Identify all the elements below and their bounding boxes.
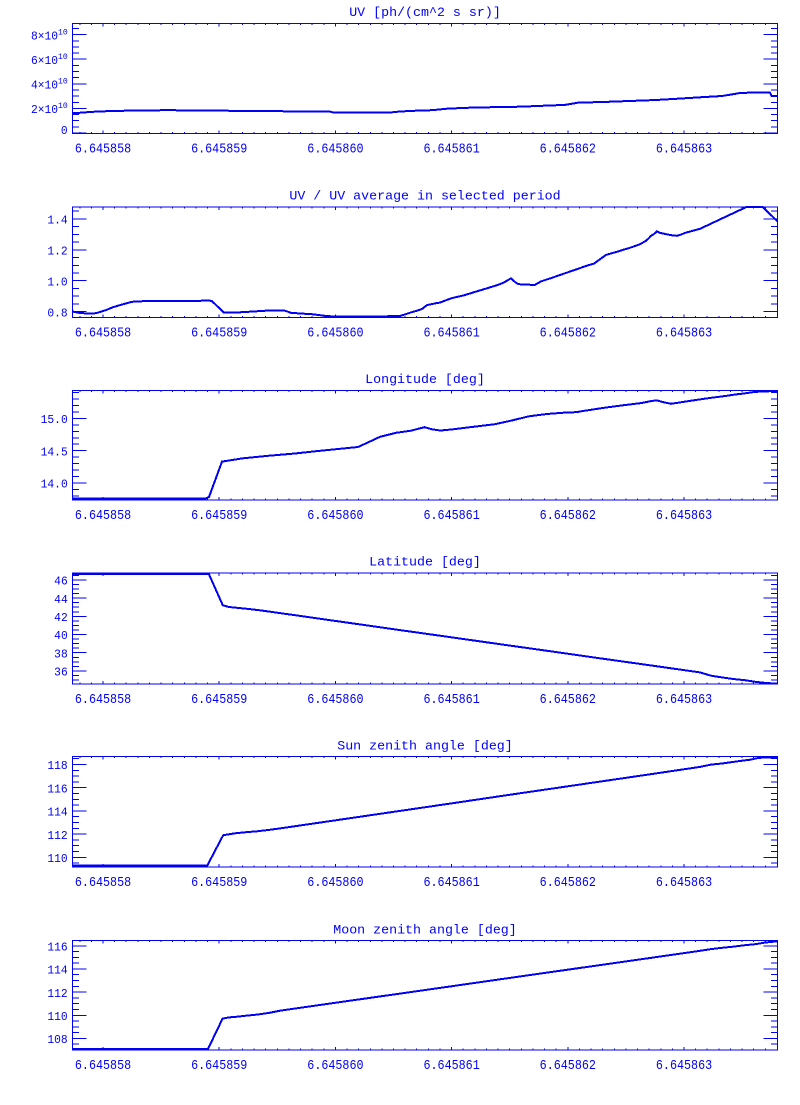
svg-text:UV [ph/(cm^2 s sr)]: UV [ph/(cm^2 s sr)] xyxy=(349,5,501,20)
svg-text:6.645858: 6.645858 xyxy=(75,1058,131,1073)
svg-text:6.645858: 6.645858 xyxy=(75,326,131,341)
svg-text:14.5: 14.5 xyxy=(41,446,68,459)
svg-text:6.645861: 6.645861 xyxy=(423,326,479,341)
svg-text:6.645858: 6.645858 xyxy=(75,692,131,707)
svg-text:1.2: 1.2 xyxy=(47,245,67,258)
svg-text:116: 116 xyxy=(47,783,67,796)
svg-text:UV / UV average in selected pe: UV / UV average in selected period xyxy=(289,189,560,204)
svg-text:6.645861: 6.645861 xyxy=(423,508,479,523)
svg-text:Moon zenith angle [deg]: Moon zenith angle [deg] xyxy=(333,922,517,937)
svg-text:38: 38 xyxy=(54,648,68,661)
svg-text:6.645863: 6.645863 xyxy=(656,692,712,707)
svg-text:110: 110 xyxy=(47,1011,67,1024)
svg-text:6.645858: 6.645858 xyxy=(75,142,131,157)
svg-text:40: 40 xyxy=(54,630,68,643)
svg-text:6.645861: 6.645861 xyxy=(423,692,479,707)
svg-text:6.645863: 6.645863 xyxy=(656,326,712,341)
svg-text:6.645860: 6.645860 xyxy=(307,875,363,890)
svg-text:6.645859: 6.645859 xyxy=(191,692,247,707)
svg-text:114: 114 xyxy=(47,806,67,819)
svg-text:46: 46 xyxy=(54,575,68,588)
svg-text:108: 108 xyxy=(47,1034,67,1047)
svg-text:6.645862: 6.645862 xyxy=(540,326,596,341)
svg-text:6.645862: 6.645862 xyxy=(540,508,596,523)
svg-text:6.645859: 6.645859 xyxy=(191,326,247,341)
svg-text:6.645859: 6.645859 xyxy=(191,508,247,523)
svg-text:114: 114 xyxy=(47,964,67,977)
svg-text:6.645860: 6.645860 xyxy=(307,142,363,157)
svg-text:6.645862: 6.645862 xyxy=(540,692,596,707)
svg-text:1.4: 1.4 xyxy=(47,214,67,227)
svg-text:112: 112 xyxy=(47,988,67,1001)
svg-text:1.0: 1.0 xyxy=(47,276,67,289)
svg-text:6.645860: 6.645860 xyxy=(307,692,363,707)
svg-text:0.8: 0.8 xyxy=(47,307,67,320)
svg-text:6.645859: 6.645859 xyxy=(191,1058,247,1073)
svg-text:6.645863: 6.645863 xyxy=(656,1058,712,1073)
svg-text:6.645860: 6.645860 xyxy=(307,1058,363,1073)
svg-text:110: 110 xyxy=(47,853,67,866)
svg-text:36: 36 xyxy=(54,666,68,679)
svg-text:6.645860: 6.645860 xyxy=(307,326,363,341)
svg-text:112: 112 xyxy=(47,830,67,843)
svg-text:6.645862: 6.645862 xyxy=(540,875,596,890)
svg-text:6.645863: 6.645863 xyxy=(656,875,712,890)
svg-text:118: 118 xyxy=(47,760,67,773)
svg-text:6.645862: 6.645862 xyxy=(540,142,596,157)
svg-text:6.645858: 6.645858 xyxy=(75,508,131,523)
svg-text:6.645859: 6.645859 xyxy=(191,875,247,890)
svg-text:14.0: 14.0 xyxy=(41,478,68,491)
svg-text:15.0: 15.0 xyxy=(41,414,68,427)
svg-text:6.645861: 6.645861 xyxy=(423,142,479,157)
svg-text:6.645862: 6.645862 xyxy=(540,1058,596,1073)
svg-text:Sun zenith angle [deg]: Sun zenith angle [deg] xyxy=(337,738,513,753)
svg-text:6.645861: 6.645861 xyxy=(423,1058,479,1073)
svg-text:6.645858: 6.645858 xyxy=(75,875,131,890)
svg-text:0: 0 xyxy=(61,125,68,138)
svg-text:6.645859: 6.645859 xyxy=(191,142,247,157)
svg-text:Longitude [deg]: Longitude [deg] xyxy=(365,372,485,387)
svg-text:6.645863: 6.645863 xyxy=(656,508,712,523)
svg-text:116: 116 xyxy=(47,941,67,954)
svg-text:6.645860: 6.645860 xyxy=(307,508,363,523)
svg-text:6.645861: 6.645861 xyxy=(423,875,479,890)
svg-text:42: 42 xyxy=(54,612,68,625)
svg-text:44: 44 xyxy=(54,594,68,607)
svg-text:6.645863: 6.645863 xyxy=(656,142,712,157)
svg-text:Latitude [deg]: Latitude [deg] xyxy=(369,555,481,570)
